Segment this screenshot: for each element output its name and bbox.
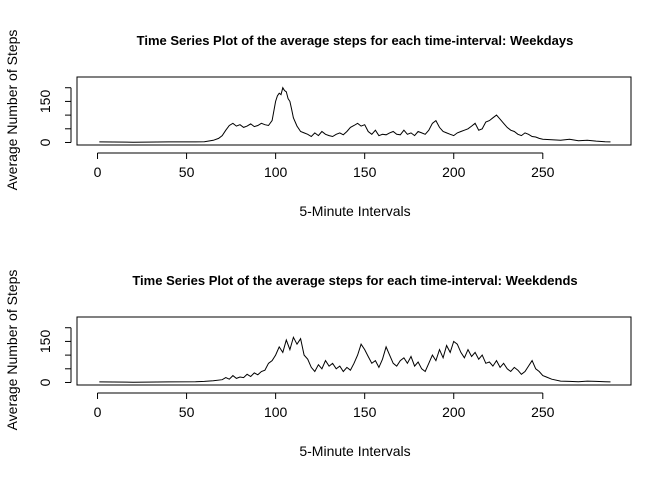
x-tick-label: 100 (264, 164, 288, 180)
chart-weekdays: Time Series Plot of the average steps fo… (4, 30, 632, 219)
x-tick-label: 0 (94, 164, 102, 180)
y-tick-label: 150 (37, 330, 53, 354)
series-line (99, 335, 611, 383)
x-tick-label: 150 (353, 404, 377, 420)
x-tick-label: 200 (442, 164, 466, 180)
y-axis-label: Average Number of Steps (4, 30, 20, 191)
x-axis-label: 5-Minute Intervals (299, 443, 410, 459)
x-axis: 0 50 100 150 200 250 (94, 392, 555, 420)
x-tick-label: 50 (179, 404, 195, 420)
chart-title: Time Series Plot of the average steps fo… (137, 33, 574, 48)
plot-frame (76, 316, 632, 386)
x-tick-label: 50 (179, 164, 195, 180)
chart-title: Time Series Plot of the average steps fo… (132, 273, 577, 288)
x-tick-label: 250 (531, 404, 555, 420)
y-axis: 0 150 (37, 87, 72, 146)
x-tick-label: 150 (353, 164, 377, 180)
y-tick-label: 0 (37, 378, 53, 386)
x-tick-label: 250 (531, 164, 555, 180)
x-axis-label: 5-Minute Intervals (299, 203, 410, 219)
x-axis: 0 50 100 150 200 250 (94, 152, 555, 180)
x-tick-label: 200 (442, 404, 466, 420)
x-tick-label: 0 (94, 404, 102, 420)
plot-frame (76, 76, 632, 146)
y-tick-label: 150 (37, 90, 53, 114)
y-axis: 0 150 (37, 327, 72, 386)
x-tick-label: 100 (264, 404, 288, 420)
chart-weekends: Time Series Plot of the average steps fo… (4, 270, 632, 459)
y-axis-label: Average Number of Steps (4, 270, 20, 431)
y-tick-label: 0 (37, 138, 53, 146)
series-line (99, 86, 611, 143)
